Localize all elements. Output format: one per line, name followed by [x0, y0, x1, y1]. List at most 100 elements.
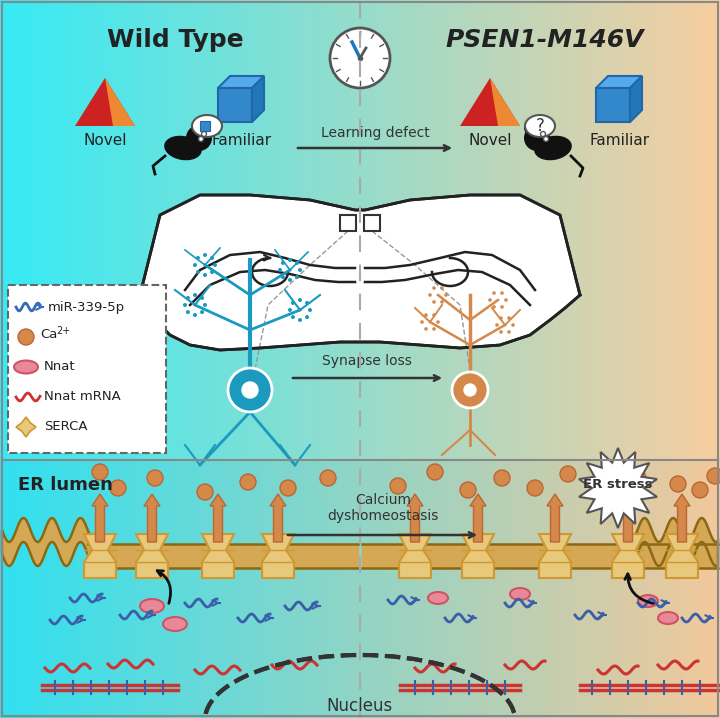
Bar: [440, 0, 441, 460]
Bar: [519, 460, 520, 718]
Bar: [262, 0, 263, 460]
Bar: [236, 0, 237, 460]
Bar: [253, 460, 254, 718]
Bar: [333, 460, 334, 718]
Bar: [1, 0, 2, 460]
Bar: [361, 0, 362, 460]
Bar: [53, 460, 54, 718]
Bar: [207, 0, 208, 460]
Circle shape: [18, 329, 34, 345]
Bar: [409, 460, 410, 718]
Bar: [82, 460, 83, 718]
Bar: [213, 460, 214, 718]
Bar: [284, 0, 285, 460]
Bar: [468, 0, 469, 460]
Circle shape: [291, 301, 295, 305]
Bar: [33, 460, 34, 718]
Bar: [111, 460, 112, 718]
Polygon shape: [16, 417, 36, 437]
Bar: [691, 0, 692, 460]
Bar: [321, 0, 322, 460]
Bar: [44, 0, 45, 460]
Bar: [408, 0, 409, 460]
Bar: [475, 460, 476, 718]
Bar: [281, 460, 282, 718]
Bar: [358, 460, 359, 718]
Bar: [612, 0, 613, 460]
Bar: [677, 460, 678, 718]
Bar: [525, 0, 526, 460]
Bar: [133, 460, 134, 718]
Bar: [650, 0, 651, 460]
Bar: [641, 460, 642, 718]
Bar: [717, 460, 718, 718]
Bar: [656, 0, 657, 460]
Bar: [457, 460, 458, 718]
Bar: [400, 460, 401, 718]
Bar: [496, 460, 497, 718]
Bar: [270, 0, 271, 460]
Bar: [495, 0, 496, 460]
Bar: [391, 460, 392, 718]
Bar: [235, 0, 236, 460]
Bar: [429, 460, 430, 718]
Bar: [244, 0, 245, 460]
Bar: [65, 460, 66, 718]
Bar: [382, 460, 383, 718]
Bar: [158, 460, 159, 718]
Bar: [553, 0, 554, 460]
Bar: [151, 460, 152, 718]
Bar: [15, 460, 16, 718]
Bar: [127, 460, 128, 718]
Bar: [562, 460, 563, 718]
Bar: [248, 460, 249, 718]
Bar: [347, 0, 348, 460]
Bar: [591, 0, 592, 460]
Bar: [652, 0, 653, 460]
Bar: [569, 460, 570, 718]
Bar: [223, 460, 224, 718]
Bar: [210, 0, 211, 460]
Bar: [623, 460, 624, 718]
Bar: [674, 0, 675, 460]
Bar: [361, 460, 362, 718]
Polygon shape: [630, 518, 718, 566]
Bar: [705, 0, 706, 460]
Circle shape: [228, 368, 272, 412]
Bar: [395, 0, 396, 460]
Bar: [224, 460, 225, 718]
Circle shape: [492, 292, 496, 295]
Bar: [252, 0, 253, 460]
Bar: [45, 0, 46, 460]
Bar: [663, 0, 664, 460]
Bar: [218, 460, 219, 718]
Bar: [110, 460, 111, 718]
Bar: [189, 0, 190, 460]
Bar: [219, 0, 220, 460]
Bar: [123, 0, 124, 460]
Bar: [128, 0, 129, 460]
Bar: [39, 460, 40, 718]
Bar: [518, 0, 519, 460]
Bar: [478, 460, 479, 718]
Bar: [21, 0, 22, 460]
Bar: [482, 460, 483, 718]
Circle shape: [186, 125, 212, 151]
Bar: [636, 460, 637, 718]
Bar: [375, 460, 376, 718]
Bar: [625, 0, 626, 460]
Bar: [716, 0, 717, 460]
Bar: [7, 460, 8, 718]
Bar: [521, 0, 522, 460]
Bar: [634, 0, 635, 460]
Bar: [450, 0, 451, 460]
Bar: [585, 460, 586, 718]
Bar: [85, 0, 86, 460]
Bar: [13, 0, 14, 460]
Bar: [608, 460, 609, 718]
Bar: [603, 0, 604, 460]
Bar: [374, 0, 375, 460]
Bar: [703, 0, 704, 460]
Bar: [216, 0, 217, 460]
Bar: [654, 0, 655, 460]
